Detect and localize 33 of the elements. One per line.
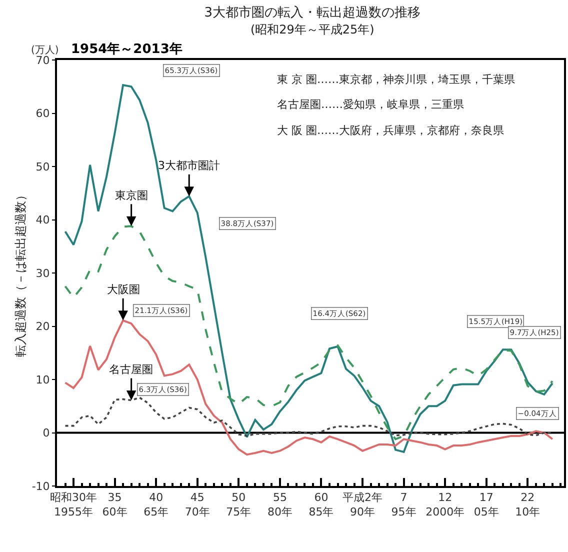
annotation: 東 京 圏……東京都，神奈川県，埼玉県，千葉県 [277,73,515,86]
text: 大阪圏 [107,283,140,296]
x-tick-label: 45 70年 [184,491,210,518]
text: (万人) [31,45,59,56]
y-tick-label: 30 [36,266,50,280]
y-tick-label: 20 [36,320,50,334]
y-tick-label: 70 [36,54,50,67]
y-axis-title: 転入超過数（－は転出超過数） [14,189,28,357]
y-tick-label: -10 [32,480,50,493]
x-tick-label: 55 80年 [267,491,292,518]
chart-title: 3大都市圏の転入・転出超過数の推移 [204,6,421,21]
x-tick-label: 平成2年 90年 [342,491,383,518]
x-tick-label: 22 10年 [515,491,540,518]
y-tick-label: 0 [42,426,50,440]
x-tick-label: 17 05年 [474,491,499,518]
x-tick-label: 12 2000年 [426,491,465,518]
text: 東京圏 [115,189,148,202]
y-tick-label: 50 [36,160,50,174]
x-tick-label: 60 85年 [308,491,334,518]
y-tick-label: 40 [36,214,50,227]
y-tick-label: 60 [36,107,50,120]
x-tick-label: 50 75年 [226,491,252,518]
text: 名古屋圏 [109,363,153,376]
annotation: 大 阪 圏……大阪府，兵庫県，京都府，奈良県 [277,124,504,137]
annotation: 名古屋圏……愛知県，岐阜県，三重県 [277,98,464,111]
x-tick-label: 7 95年 [391,491,416,518]
text: 1954年～2013年 [71,42,182,57]
y-tick-label: 10 [36,373,50,386]
chart-subtitle: (昭和29年～平成25年) [250,22,374,36]
x-tick-label: 40 65年 [144,491,169,518]
x-tick-label: 昭和30年 1955年 [50,491,98,518]
x-tick-label: 35 60年 [102,491,128,518]
series-label: 3大都市圏計 [158,159,220,172]
